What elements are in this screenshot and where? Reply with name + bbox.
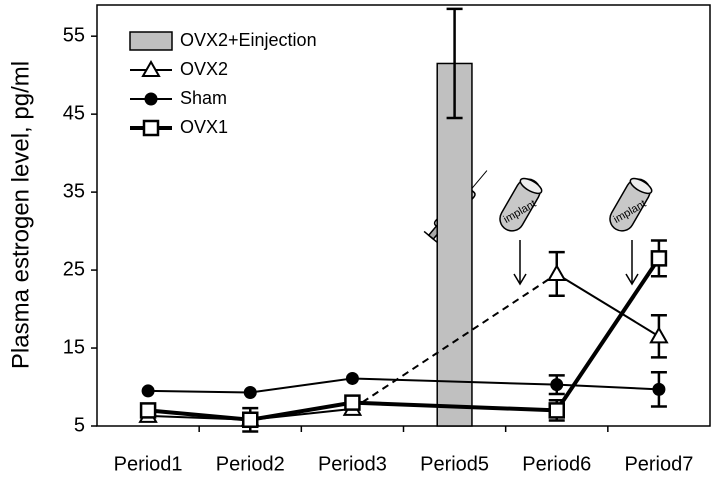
point bbox=[139, 402, 157, 419]
legend-marker bbox=[144, 92, 158, 106]
y-tick-label: 5 bbox=[74, 414, 85, 436]
y-tick-label: 35 bbox=[63, 180, 85, 202]
x-tick-label: Period7 bbox=[624, 453, 693, 475]
y-tick-label: 15 bbox=[63, 336, 85, 358]
error-bar bbox=[446, 7, 463, 120]
y-tick-label: 45 bbox=[63, 102, 85, 124]
legend-label: OVX2 bbox=[180, 59, 228, 79]
bar bbox=[436, 62, 473, 427]
x-tick-label: Period3 bbox=[318, 453, 387, 475]
legend-label: Sham bbox=[180, 88, 227, 108]
legend-marker bbox=[142, 119, 160, 137]
line bbox=[556, 273, 660, 338]
gap-connector bbox=[351, 273, 558, 410]
gap-connector bbox=[352, 377, 557, 386]
y-tick-label: 25 bbox=[63, 258, 85, 280]
x-tick-label: Period6 bbox=[522, 453, 591, 475]
y-axis-label: Plasma estrogen level, pg/ml bbox=[7, 61, 34, 369]
point bbox=[550, 378, 564, 392]
point bbox=[242, 411, 259, 429]
point bbox=[344, 394, 361, 411]
legend-label: OVX1 bbox=[180, 117, 228, 137]
point bbox=[649, 326, 669, 344]
legend-label: OVX2+Einjection bbox=[180, 30, 317, 50]
point bbox=[243, 385, 257, 399]
implant-icon bbox=[499, 177, 543, 232]
point bbox=[650, 250, 668, 267]
point bbox=[548, 402, 565, 419]
point bbox=[652, 382, 666, 396]
x-tick-label: Period2 bbox=[216, 453, 285, 475]
implant-icon bbox=[609, 177, 653, 232]
legend-marker bbox=[141, 59, 161, 77]
point bbox=[547, 263, 567, 281]
y-tick-label: 55 bbox=[63, 24, 85, 46]
point bbox=[141, 384, 155, 398]
x-tick-label: Period5 bbox=[420, 453, 489, 475]
legend-swatch bbox=[129, 31, 173, 51]
arrow bbox=[513, 240, 639, 286]
point bbox=[345, 371, 359, 385]
gap-connector bbox=[352, 400, 557, 413]
line bbox=[555, 257, 661, 412]
x-tick-label: Period1 bbox=[114, 453, 183, 475]
